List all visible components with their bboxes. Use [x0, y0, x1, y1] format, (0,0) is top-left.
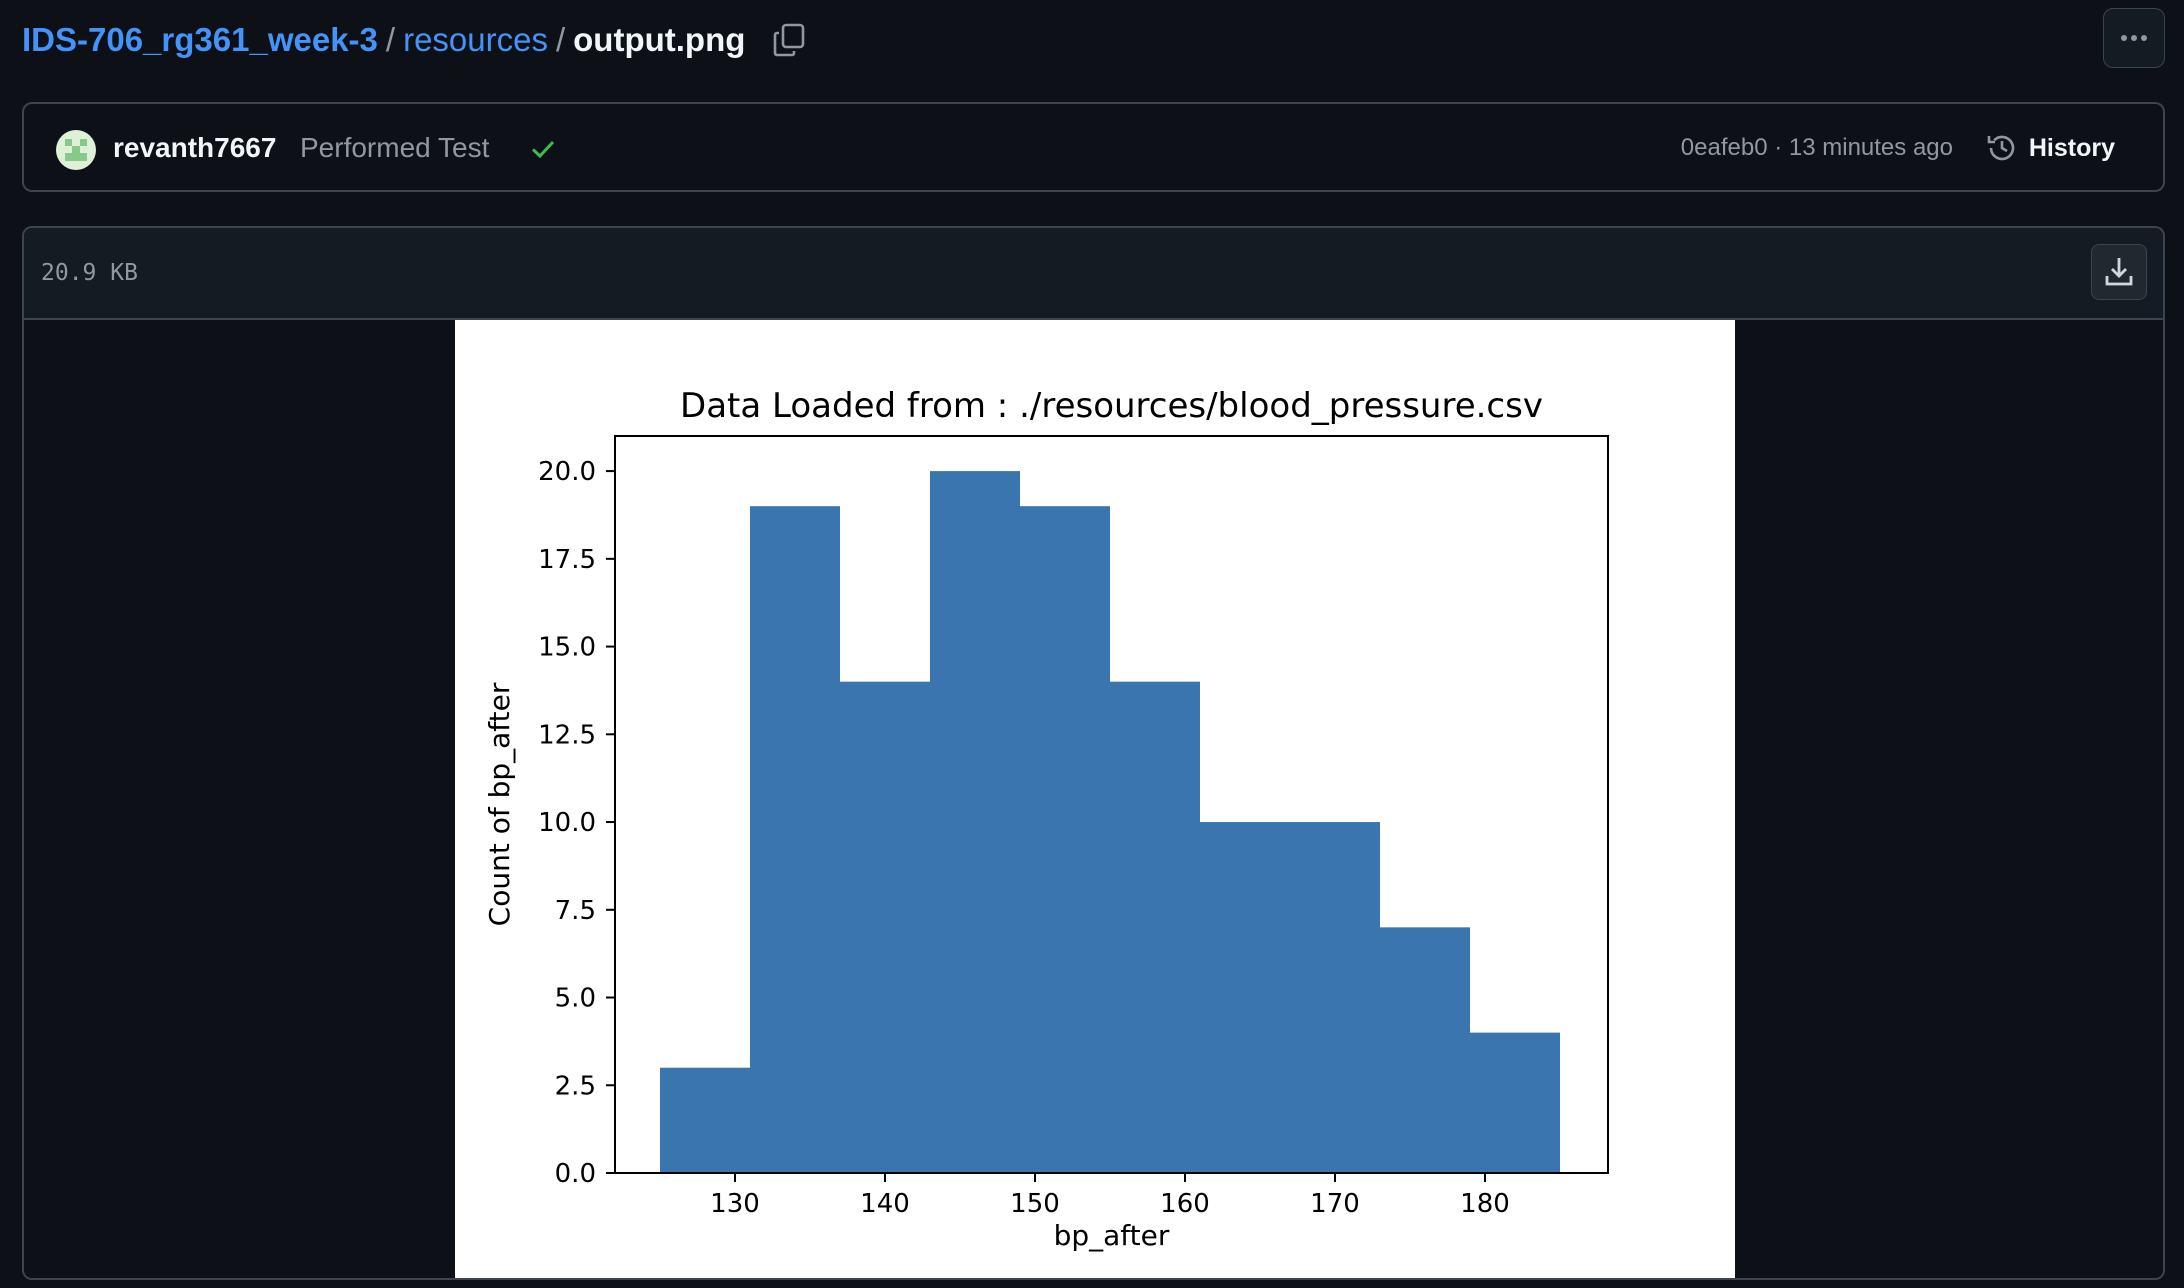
commit-sha-and-time[interactable]: 0eafeb0 · 13 minutes ago [1680, 134, 1953, 161]
file-header: 20.9 KB [24, 228, 2163, 320]
check-icon[interactable] [528, 134, 558, 164]
download-raw-button[interactable] [2091, 244, 2147, 300]
breadcrumb: IDS-706_rg361_week-3/resources / output.pn… [22, 18, 745, 62]
latest-commit-bar: revanth7667 Performed Test 0eafeb0 · 13 … [22, 102, 2165, 192]
histogram-bar [1110, 681, 1200, 1173]
x-tick-label: 180 [1460, 1189, 1510, 1219]
histogram-bar [1470, 1032, 1560, 1173]
histogram-bar [930, 471, 1020, 1174]
history-label: History [2028, 133, 2115, 162]
kebab-horizontal-icon [2121, 35, 2147, 41]
file-viewer: 20.9 KB 130 140 150 160 170 180 0.0 2.5 5.0 7.5 10… [22, 226, 2165, 1280]
download-icon [2105, 258, 2133, 286]
x-tick-label: 150 [1010, 1189, 1060, 1219]
commit-message-link[interactable]: Performed Test [300, 132, 490, 163]
identicon-avatar [56, 130, 96, 170]
y-tick-label: 10.0 [538, 808, 596, 838]
output-png-image: 130 140 150 160 170 180 0.0 2.5 5.0 7.5 10.0 12.5 15… [455, 320, 1735, 1278]
x-axis-label: bp_after [1054, 1219, 1170, 1252]
y-tick-label: 17.5 [538, 545, 596, 575]
histogram-bar [840, 681, 930, 1173]
y-tick-label: 12.5 [538, 720, 596, 750]
commit-author-link[interactable]: revanth7667 [113, 132, 277, 163]
breadcrumb-current-file: output.png [573, 21, 746, 58]
copy-icon [773, 23, 805, 57]
breadcrumb-separator: / [555, 21, 566, 58]
y-tick-label: 20.0 [538, 457, 596, 487]
histogram-bar [750, 506, 840, 1173]
histogram-bar [660, 1067, 750, 1173]
histogram-bar [1020, 506, 1110, 1173]
x-tick-label: 160 [1160, 1189, 1210, 1219]
x-tick-label: 140 [860, 1189, 910, 1219]
histogram-bar [1200, 822, 1290, 1173]
x-tick-label: 170 [1310, 1189, 1360, 1219]
history-button[interactable]: History [1985, 126, 2115, 170]
chart-title: Data Loaded from : ./resources/blood_pre… [680, 386, 1543, 426]
y-tick-label: 0.0 [555, 1159, 596, 1189]
histogram-chart: 130 140 150 160 170 180 0.0 2.5 5.0 7.5 10.0 12.5 15… [483, 386, 1609, 1252]
y-tick-label: 15.0 [538, 633, 596, 663]
history-icon [1987, 135, 2015, 161]
more-options-button[interactable] [2103, 8, 2165, 68]
y-tick-label: 2.5 [555, 1071, 596, 1101]
y-tick-label: 5.0 [555, 984, 596, 1014]
y-axis-label: Count of bp_after [483, 682, 516, 926]
breadcrumb-repo-link[interactable]: IDS-706_rg361_week-3 [22, 21, 378, 58]
image-preview-area: 130 140 150 160 170 180 0.0 2.5 5.0 7.5 10.0 12.5 15… [24, 320, 2163, 1278]
plot-frame [614, 435, 1609, 1174]
x-tick-label: 130 [710, 1189, 760, 1219]
copy-path-button[interactable] [770, 20, 810, 60]
breadcrumb-folder-link[interactable]: resources [403, 21, 548, 58]
histogram-bar [1290, 822, 1380, 1173]
avatar[interactable] [56, 130, 96, 170]
breadcrumb-separator: / [385, 21, 396, 58]
file-path-header: IDS-706_rg361_week-3/resources / output.pn… [0, 0, 2184, 80]
y-tick-label: 7.5 [555, 896, 596, 926]
file-size: 20.9 KB [41, 260, 138, 286]
histogram-bar [1380, 927, 1470, 1173]
